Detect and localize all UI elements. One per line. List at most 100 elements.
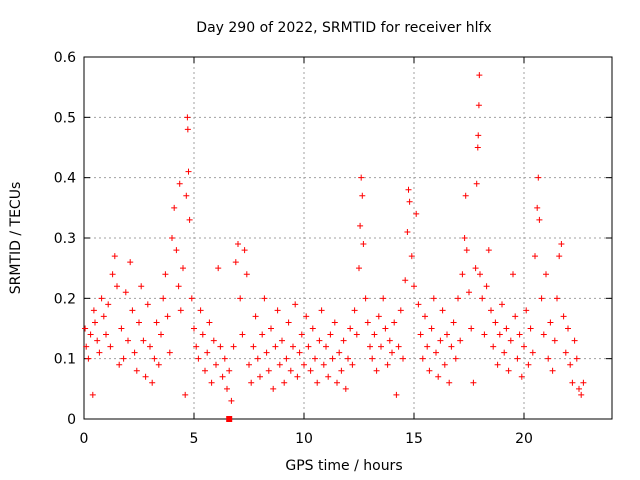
data-point [197, 307, 204, 314]
data-point [475, 132, 482, 139]
data-point [362, 295, 369, 302]
data-point [477, 271, 483, 278]
ticks [83, 56, 612, 420]
data-point [359, 192, 366, 199]
data-point [162, 271, 169, 278]
data-point [357, 222, 364, 229]
data-point [466, 289, 472, 296]
data-point [576, 385, 582, 392]
data-point [100, 313, 107, 320]
data-point [307, 367, 314, 374]
y-tick-label: 0.6 [54, 50, 76, 66]
data-point [294, 373, 301, 380]
data-point [554, 295, 560, 302]
data-point [274, 307, 281, 314]
x-tick-label: 20 [515, 431, 533, 447]
y-tick-label: 0.3 [54, 231, 76, 247]
data-point [523, 307, 530, 314]
data-point [422, 313, 428, 320]
data-point [153, 319, 160, 326]
data-point [485, 247, 492, 254]
data-point [558, 241, 565, 248]
data-point [474, 144, 481, 151]
x-tick-label: 5 [190, 431, 199, 447]
data-point [538, 295, 545, 302]
data-point [413, 210, 420, 217]
data-point [342, 385, 349, 392]
data-point [103, 331, 109, 338]
data-point [202, 367, 208, 374]
data-point [408, 253, 415, 260]
data-point [571, 337, 578, 344]
data-point [389, 349, 395, 356]
data-point [529, 349, 536, 356]
data-point [186, 216, 193, 223]
data-point [527, 325, 534, 332]
data-point [551, 337, 558, 344]
data-point [226, 367, 233, 374]
data-point [426, 367, 433, 374]
data-point [98, 295, 105, 302]
data-point [219, 373, 226, 380]
data-point [367, 343, 373, 350]
data-point [193, 343, 200, 350]
data-point [345, 355, 351, 362]
data-point [204, 349, 211, 356]
data-point [279, 337, 285, 344]
data-point [476, 72, 483, 79]
data-point [89, 391, 96, 398]
data-point [473, 180, 480, 187]
data-point [329, 355, 336, 362]
data-point [292, 301, 299, 308]
data-point [470, 379, 477, 386]
data-point [276, 361, 283, 368]
data-point [536, 216, 543, 223]
data-point [543, 271, 549, 278]
data-point [133, 367, 140, 374]
data-point [395, 343, 402, 350]
data-point [206, 319, 213, 326]
data-point [573, 355, 580, 362]
data-point [320, 361, 327, 368]
data-point [158, 331, 164, 338]
data-point [334, 379, 340, 386]
y-axis-label: SRMTID / TECUs [8, 182, 24, 295]
data-point [411, 283, 417, 290]
data-point [217, 343, 224, 350]
data-point [338, 367, 345, 374]
data-point [185, 168, 192, 175]
data-point [402, 277, 409, 284]
data-point [195, 355, 202, 362]
tick-labels: 0 0.1 0.2 0.3 0.4 0.5 0.6 0 5 10 15 20 [54, 50, 533, 447]
data-point [309, 325, 316, 332]
data-point [479, 295, 486, 302]
data-point [457, 337, 464, 344]
data-point [268, 325, 274, 332]
data-point [325, 373, 332, 380]
data-point [358, 174, 365, 181]
data-point [118, 325, 125, 332]
data-point [433, 349, 439, 356]
data-point [149, 379, 156, 386]
data-point [569, 379, 576, 386]
data-point [237, 295, 244, 302]
data-point [173, 247, 180, 254]
data-point [347, 325, 354, 332]
data-point [169, 235, 175, 241]
data-point [521, 343, 527, 350]
data-point [235, 241, 241, 248]
grid [84, 57, 612, 419]
data-point [303, 313, 310, 320]
data-point [259, 331, 266, 338]
data-point [380, 295, 387, 302]
data-point [424, 343, 431, 350]
data-point [151, 355, 158, 362]
data-point [94, 337, 101, 344]
data-point [257, 373, 263, 380]
data-point [323, 343, 329, 350]
data-point [261, 295, 268, 302]
data-point [107, 343, 114, 350]
data-point [116, 361, 123, 368]
data-point [406, 198, 413, 205]
data-point [318, 307, 325, 314]
